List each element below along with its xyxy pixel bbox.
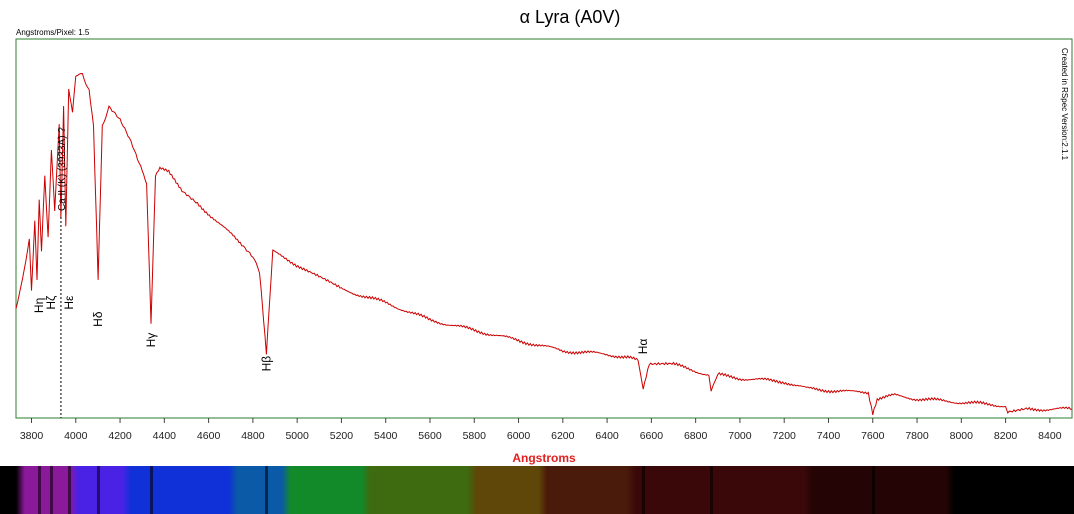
software-note: Created in RSpec Version:2.1.1 [1060,48,1069,161]
x-tick-label: 5400 [374,430,398,442]
x-axis-label: Angstroms [512,451,576,465]
x-tick-label: 4200 [108,430,132,442]
x-tick-label: 4600 [197,430,221,442]
x-tick-label: 5800 [463,430,487,442]
pixel-scale-note: Angstroms/Pixel: 1.5 [16,28,90,37]
absorption-line [710,466,714,514]
absorption-line [50,466,54,514]
absorption-line [68,466,72,514]
chart-title: α Lyra (A0V) [520,7,621,27]
line-label: Hζ [44,295,58,310]
line-label: Hδ [91,311,105,327]
x-tick-label: 7000 [728,430,752,442]
x-tick-label: 8400 [1038,430,1062,442]
x-tick-label: 4000 [64,430,88,442]
line-label: Hβ [259,356,273,372]
absorption-line [38,466,42,514]
x-tick-label: 3800 [20,430,44,442]
absorption-line [265,466,269,514]
x-tick-label: 4400 [153,430,177,442]
x-axis: 3800 4000 4200 4400 4600 4800 5000 5200 5400 5600… [20,418,1062,442]
line-label: Hα [636,339,650,355]
absorption-line [642,466,646,514]
x-tick-label: 5200 [330,430,354,442]
x-tick-label: 8000 [950,430,974,442]
x-tick-label: 6200 [551,430,575,442]
line-label: Hη [32,298,46,313]
x-tick-label: 6600 [640,430,664,442]
spectrum-line [15,72,1073,416]
x-tick-label: 8200 [994,430,1018,442]
line-label: Hγ [144,333,158,348]
x-tick-label: 7200 [773,430,797,442]
x-tick-label: 7400 [817,430,841,442]
x-tick-label: 7600 [861,430,885,442]
x-tick-label: 6800 [684,430,708,442]
plot-frame [15,38,1073,419]
line-label: Hε [62,295,76,310]
x-tick-label: 7800 [905,430,929,442]
absorption-line [97,466,101,514]
ca-k-marker-label: Ca II (K) (3933A) ? [57,127,68,211]
x-tick-label: 5000 [285,430,309,442]
absorption-line [150,466,153,514]
x-tick-label: 6000 [507,430,531,442]
absorption-line [871,466,875,514]
spectrum-strip [0,466,1074,514]
x-tick-label: 6400 [595,430,619,442]
x-tick-label: 4800 [241,430,265,442]
x-tick-label: 5600 [418,430,442,442]
